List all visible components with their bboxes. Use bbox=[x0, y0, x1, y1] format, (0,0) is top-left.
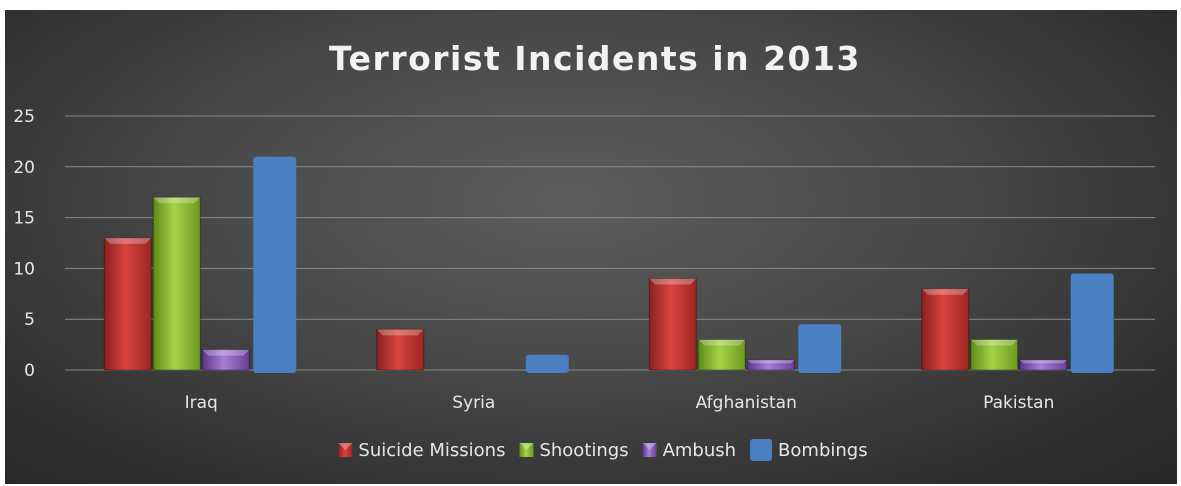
y-tick-label: 25 bbox=[13, 107, 35, 127]
bar-bevel bbox=[970, 339, 1018, 346]
bar-shootings bbox=[152, 196, 201, 371]
legend-label-shootings: Shootings bbox=[539, 440, 628, 461]
y-tick-label: 0 bbox=[24, 361, 35, 381]
bar-bombings bbox=[1070, 273, 1114, 373]
bar-suicide-missions bbox=[103, 237, 152, 371]
bar-suicide-missions bbox=[648, 278, 697, 371]
y-tick-label: 20 bbox=[13, 158, 35, 178]
x-tick-label: Syria bbox=[452, 393, 495, 413]
bar-bombings bbox=[525, 354, 569, 373]
bar-bevel bbox=[698, 339, 746, 346]
legend-swatch-suicide-missions bbox=[338, 443, 353, 457]
x-tick-label: Pakistan bbox=[983, 393, 1054, 413]
bar-chart: Terrorist Incidents in 2013 0 5 10 15 20 25 I… bbox=[13, 39, 1155, 461]
bar-bevel bbox=[376, 329, 424, 336]
bar-ambush bbox=[201, 349, 250, 371]
y-tick-label: 10 bbox=[13, 259, 35, 279]
bar-bevel bbox=[747, 359, 795, 364]
grid-layer: 0 5 10 15 20 25 bbox=[13, 107, 1155, 381]
bar-bevel bbox=[153, 197, 201, 204]
y-tick-label: 15 bbox=[13, 209, 35, 229]
legend-swatch-shootings bbox=[519, 443, 534, 457]
legend: Suicide Missions Shootings Ambush Bombings bbox=[338, 439, 868, 461]
bar-bevel bbox=[104, 237, 152, 244]
bar-shootings bbox=[697, 339, 746, 371]
legend-swatch-bevel bbox=[338, 443, 353, 450]
bar-ambush bbox=[1019, 359, 1068, 371]
legend-swatch-bombings bbox=[750, 439, 773, 461]
bar-bevel bbox=[1019, 359, 1067, 364]
bar-suicide-missions bbox=[376, 328, 425, 371]
x-tick-label: Iraq bbox=[185, 393, 218, 413]
bar-ambush bbox=[746, 359, 795, 371]
x-tick-label: Afghanistan bbox=[696, 393, 797, 413]
bar-bevel bbox=[921, 288, 969, 295]
bar-bevel bbox=[202, 349, 250, 356]
legend-swatch-bevel bbox=[642, 443, 657, 450]
legend-label-bombings: Bombings bbox=[778, 440, 868, 461]
chart-frame: Terrorist Incidents in 2013 0 5 10 15 20 25 I… bbox=[5, 10, 1177, 484]
chart-title: Terrorist Incidents in 2013 bbox=[329, 39, 861, 78]
legend-swatch-bevel bbox=[519, 443, 534, 450]
bar-shootings bbox=[970, 339, 1019, 371]
legend-label-suicide-missions: Suicide Missions bbox=[358, 440, 505, 461]
bar-suicide-missions bbox=[921, 288, 970, 371]
legend-swatch-ambush bbox=[642, 443, 657, 457]
bars-layer bbox=[103, 156, 1114, 373]
bar-bombings bbox=[253, 156, 297, 373]
y-tick-label: 5 bbox=[24, 310, 35, 330]
bar-bombings bbox=[798, 324, 842, 373]
bar-bevel bbox=[649, 278, 697, 285]
legend-label-ambush: Ambush bbox=[663, 440, 736, 461]
x-axis-labels: Iraq Syria Afghanistan Pakistan bbox=[185, 393, 1055, 413]
